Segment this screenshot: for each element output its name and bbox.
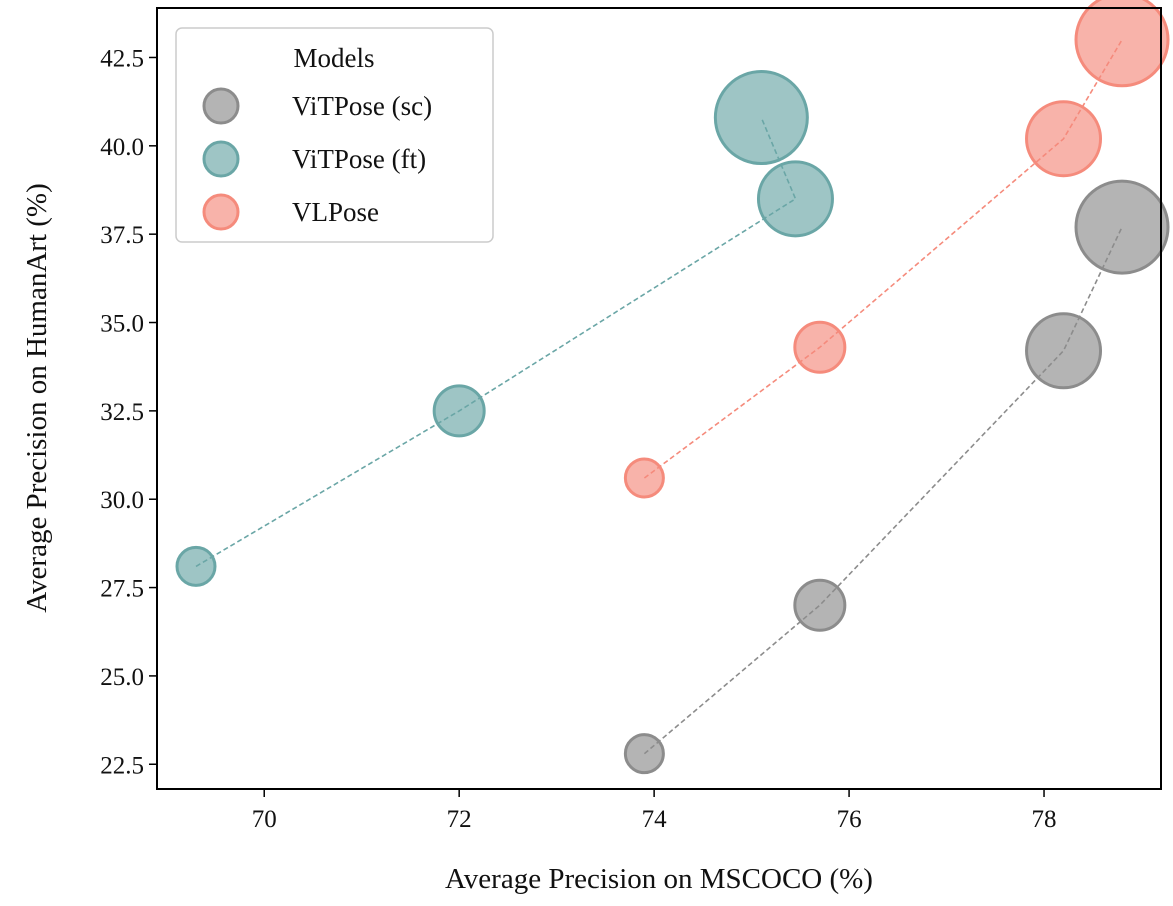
y-tick-label: 40.0 [100,134,144,161]
legend: Models ViTPose (sc) ViTPose (ft) VLPose [175,27,494,243]
x-axis: 70 72 74 76 78 [252,789,1057,833]
series-line [643,39,1123,479]
x-axis-label: Average Precision on MSCOCO (%) [445,863,873,895]
x-tick-label: 72 [447,806,472,833]
legend-item: VLPose [202,193,379,231]
legend-label: ViTPose (ft) [292,144,426,174]
data-point [793,320,847,374]
data-point [1025,312,1103,390]
series-line [643,226,1123,755]
x-tick-label: 74 [642,806,668,833]
y-tick-label: 22.5 [100,752,144,779]
legend-marker [202,193,240,231]
axes-frame [156,7,1162,790]
data-point [713,70,809,166]
data-point [1074,0,1170,88]
series-0 [623,179,1170,775]
y-axis: 22.5 25.0 27.5 30.0 32.5 35.0 37.5 40.0 42.5 [100,45,157,779]
x-tick-label: 78 [1032,806,1057,833]
data-point [175,545,217,587]
plot-area [175,0,1170,775]
legend-marker [202,87,240,125]
data-point [623,457,665,499]
y-tick-label: 30.0 [100,487,144,514]
legend-label: ViTPose (sc) [292,91,432,121]
data-point [623,733,665,775]
y-tick-label: 27.5 [100,576,144,603]
data-point [793,578,847,632]
series-2 [623,0,1170,499]
y-tick-label: 25.0 [100,664,144,691]
data-point [1025,100,1103,178]
legend-items: ViTPose (sc) ViTPose (ft) VLPose [202,87,432,231]
legend-label: VLPose [292,197,379,227]
legend-box [175,27,494,243]
y-tick-label: 32.5 [100,399,144,426]
data-point [432,384,486,438]
data-point [756,160,834,238]
y-tick-label: 42.5 [100,45,144,72]
x-tick-label: 70 [252,806,277,833]
data-point [1074,179,1170,275]
y-tick-label: 35.0 [100,311,144,338]
y-axis-label: Average Precision on HumanArt (%) [21,183,53,613]
legend-item: ViTPose (ft) [202,140,426,178]
y-tick-label: 37.5 [100,222,144,249]
x-tick-label: 76 [837,806,862,833]
legend-marker [202,140,240,178]
legend-title: Models [294,43,375,73]
legend-item: ViTPose (sc) [202,87,432,125]
series-1 [175,70,834,587]
